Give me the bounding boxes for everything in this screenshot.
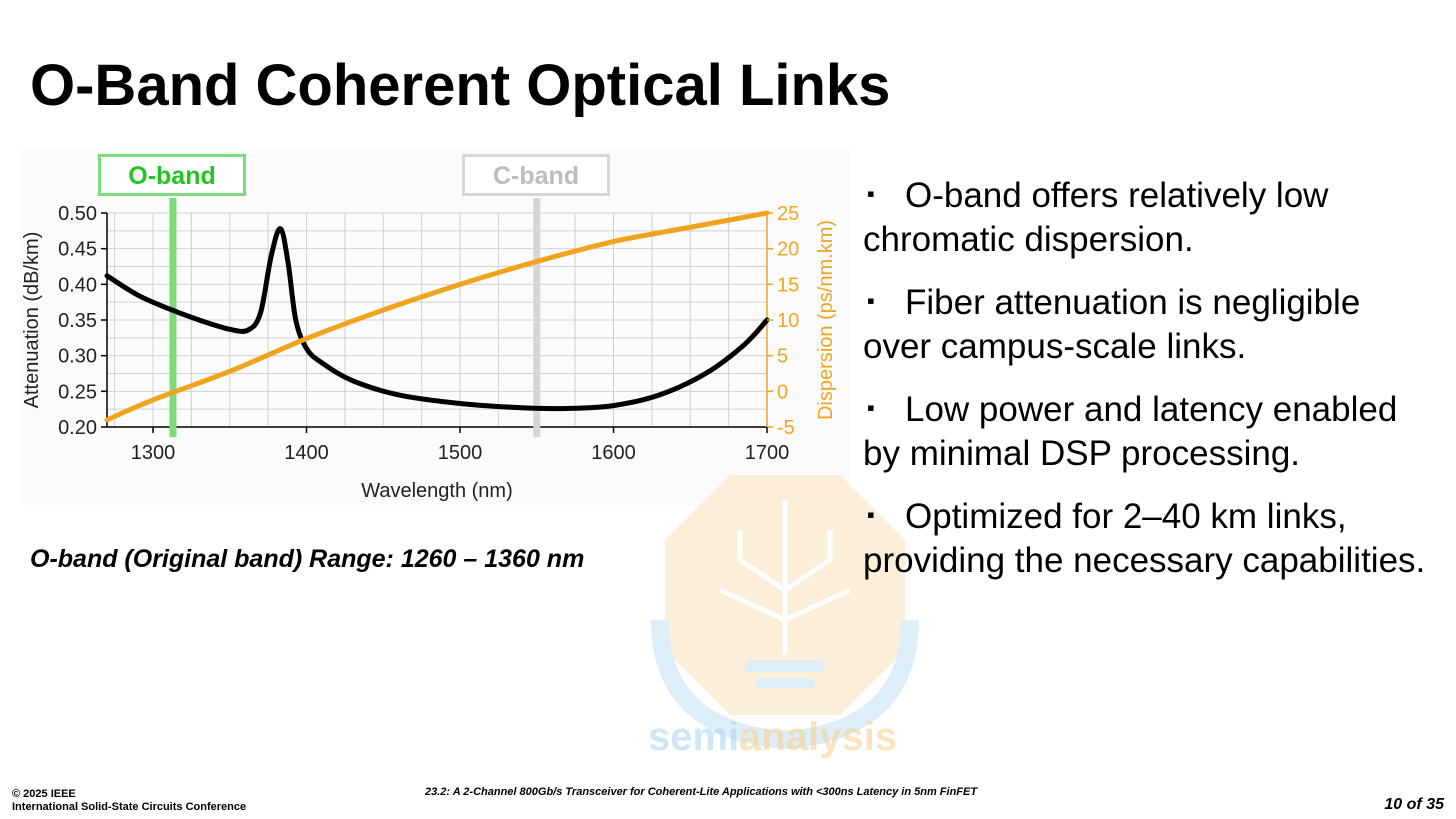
y-tick-label-right: 25 — [777, 203, 799, 225]
x-axis-label: Wavelength (nm) — [361, 480, 513, 502]
slide-title: O-Band Coherent Optical Links — [30, 53, 891, 118]
x-tick-label: 1500 — [438, 442, 483, 464]
bullet-text: Fiber attenuation is negligible over cam… — [863, 283, 1361, 366]
bullet-marker: ▪ — [867, 288, 875, 313]
bullet-text: O-band offers relatively low chromatic d… — [863, 176, 1329, 259]
chart-svg: 0.20 0.25 0.30 0.35 0.40 0.45 0.50 -5 0 5 10 15 20 25… — [20, 150, 850, 505]
o-band-range-caption: O-band (Original band) Range: 1260 – 136… — [30, 545, 585, 573]
y-axis-label-left: Attenuation (dB/km) — [21, 232, 43, 409]
y-tick-label-left: 0.40 — [58, 274, 97, 296]
bullet-item: ▪ Fiber attenuation is negligible over ca… — [863, 279, 1433, 369]
bullet-marker: ▪ — [867, 395, 875, 420]
footer-left: © 2025 IEEE International Solid-State Ci… — [12, 788, 246, 814]
x-tick-label: 1400 — [284, 442, 329, 464]
x-tick-label: 1300 — [131, 442, 176, 464]
attenuation-dispersion-chart: 0.20 0.25 0.30 0.35 0.40 0.45 0.50 -5 0 5 10 15 20 25… — [20, 150, 850, 505]
chart-background — [20, 150, 850, 505]
y-tick-label-right: 15 — [777, 274, 799, 296]
watermark-part2: analysis — [739, 715, 898, 759]
copyright: © 2025 IEEE — [12, 788, 76, 800]
lightbulb-circuit-icon — [650, 470, 920, 770]
bullet-list: ▪ O-band offers relatively low chromatic … — [863, 172, 1433, 600]
y-tick-label-left: 0.20 — [58, 417, 97, 439]
bullet-marker: ▪ — [867, 181, 875, 206]
y-tick-label-left: 0.45 — [58, 239, 97, 261]
bullet-marker: ▪ — [867, 502, 875, 527]
bullet-item: ▪ Low power and latency enabled by minima… — [863, 386, 1433, 476]
y-tick-label-right: -5 — [777, 417, 795, 439]
y-tick-label-left: 0.35 — [58, 310, 97, 332]
dispersion-line — [104, 210, 770, 423]
bullet-text: Low power and latency enabled by minimal… — [863, 390, 1398, 473]
watermark-part1: semi — [648, 715, 740, 759]
y-tick-label-left: 0.25 — [58, 381, 97, 403]
y-tick-label-right: 20 — [777, 239, 799, 261]
y-tick-label-right: 0 — [777, 381, 788, 403]
attenuation-line — [104, 226, 770, 412]
c-band-label: C-band — [462, 154, 610, 196]
bullet-text: Optimized for 2–40 km links, providing t… — [863, 497, 1426, 580]
page-number: 10 of 35 — [1384, 796, 1444, 813]
o-band-label: O-band — [98, 154, 246, 196]
bullet-item: ▪ O-band offers relatively low chromatic … — [863, 172, 1433, 262]
y-axis-label-right: Dispersion (ps/nm.km) — [815, 220, 837, 420]
y-tick-label-left: 0.50 — [58, 203, 97, 225]
y-tick-label-right: 5 — [777, 346, 788, 368]
x-tick-label: 1700 — [745, 442, 790, 464]
y-tick-label-left: 0.30 — [58, 346, 97, 368]
semianalysis-watermark-text: semianalysis — [648, 715, 897, 760]
x-tick-label: 1600 — [591, 442, 636, 464]
bullet-item: ▪ Optimized for 2–40 km links, providing … — [863, 493, 1433, 583]
conference-name: International Solid-State Circuits Confe… — [12, 801, 247, 813]
y-tick-label-right: 10 — [777, 310, 799, 332]
paper-title: 23.2: A 2-Channel 800Gb/s Transceiver fo… — [425, 786, 978, 798]
